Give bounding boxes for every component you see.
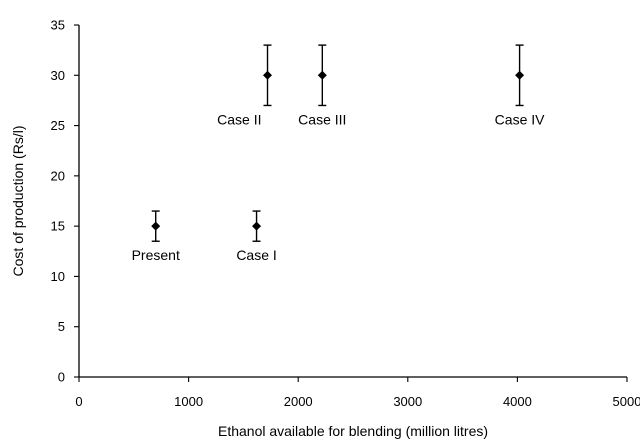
- y-tick-label: 30: [51, 68, 65, 83]
- data-point-group: Case III: [298, 44, 346, 127]
- data-point-group: Present: [132, 210, 180, 263]
- data-point-group: Case II: [217, 44, 273, 127]
- y-tick-label: 0: [58, 370, 65, 385]
- x-axis-ticks: 0 1000 2000 3000 4000 5000: [75, 377, 640, 409]
- axes: [78, 25, 627, 378]
- x-tick-label: 3000: [393, 394, 422, 409]
- x-tick-label: 2000: [284, 394, 313, 409]
- data-point-label: Case IV: [495, 111, 545, 127]
- x-tick-label: 1000: [174, 394, 203, 409]
- data-point-label: Case I: [236, 247, 276, 263]
- x-tick-label: 5000: [613, 394, 640, 409]
- data-point-marker: [252, 221, 262, 231]
- y-tick-label: 5: [58, 319, 65, 334]
- data-point-marker: [317, 70, 327, 80]
- y-tick-label: 35: [51, 18, 65, 33]
- data-point-label: Case III: [298, 111, 346, 127]
- data-point-marker: [515, 70, 525, 80]
- data-point-marker: [263, 70, 273, 80]
- x-tick-label: 0: [75, 394, 82, 409]
- x-axis-title: Ethanol available for blending (million …: [218, 423, 488, 439]
- y-axis-ticks: 0 5 10 15 20 25 30 35: [51, 18, 79, 385]
- y-tick-label: 20: [51, 168, 65, 183]
- y-tick-label: 10: [51, 269, 65, 284]
- data-point-label: Present: [132, 247, 180, 263]
- data-point-group: Case IV: [495, 44, 545, 127]
- data-point-group: Case I: [236, 210, 277, 263]
- x-tick-label: 4000: [503, 394, 532, 409]
- data-point-marker: [151, 221, 161, 231]
- data-points: Present Case I Case II Case III Case IV: [132, 44, 545, 263]
- y-tick-label: 15: [51, 219, 65, 234]
- y-axis-title: Cost of production (Rs/l): [10, 126, 26, 277]
- y-tick-label: 25: [51, 118, 65, 133]
- data-point-label: Case II: [217, 111, 261, 127]
